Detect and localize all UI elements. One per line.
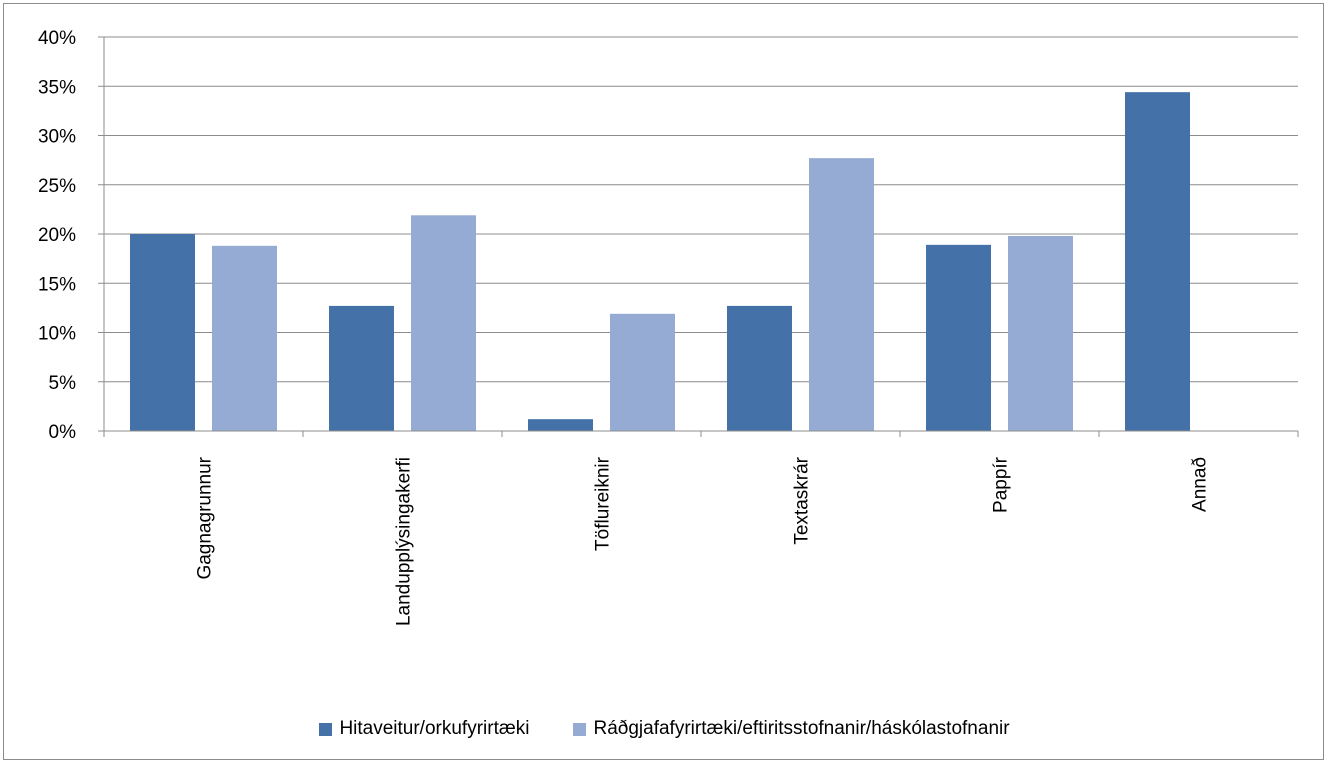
bar-series-1 [727,305,792,431]
bar-series-2 [212,245,277,431]
y-tick-label: 30% [38,127,76,148]
x-category-label: Landupplýsingakerfi [394,457,415,626]
y-tick-label: 35% [38,77,76,98]
x-category-label: Töflureiknir [593,456,614,551]
bar-series-1 [1125,92,1190,431]
gridlines [104,36,1298,432]
y-tick-label: 5% [49,373,77,394]
bar-series-2 [809,158,874,431]
y-tick-label: 0% [49,422,77,443]
x-category-label: Pappír [991,456,1012,513]
bar-chart: 0% 5% 10% 15% 20% 25% 30% 35% 40% Gagnagrunnur Lan… [38,28,1299,626]
bar-series-2 [1008,235,1073,431]
y-tick-label: 20% [38,225,76,246]
legend-swatch-series-1 [319,722,333,736]
legend: Hitaveitur/orkufyrirtæki Ráðgjafafyrirtæ… [0,714,1329,744]
y-tick-label: 40% [38,28,76,49]
x-category-label: Gagnagrunnur [195,456,216,579]
legend-label-series-1: Hitaveitur/orkufyrirtæki [339,718,530,739]
y-tick-label: 10% [38,324,76,345]
bar-series-1 [926,244,991,431]
axes: 0% 5% 10% 15% 20% 25% 30% 35% 40% Gagnagrunnur Lan… [38,28,1299,626]
x-category-label: Annað [1190,457,1211,512]
legend-item-series-1: Hitaveitur/orkufyrirtæki [319,718,529,740]
bar-series-1 [130,234,195,431]
bar-series-2 [610,313,675,431]
bars [130,92,1190,431]
bar-series-1 [329,305,394,431]
y-tick-label: 25% [38,176,76,197]
legend-label-series-2: Ráðgjafafyrirtæki/eftiritsstofnanir/hásk… [593,718,1010,739]
x-category-label: Textaskrár [792,456,813,544]
bar-series-2 [411,215,476,431]
y-tick-label: 15% [38,274,76,295]
bar-series-1 [528,419,593,431]
legend-item-series-2: Ráðgjafafyrirtæki/eftiritsstofnanir/hásk… [573,718,1010,740]
legend-swatch-series-2 [573,722,587,736]
